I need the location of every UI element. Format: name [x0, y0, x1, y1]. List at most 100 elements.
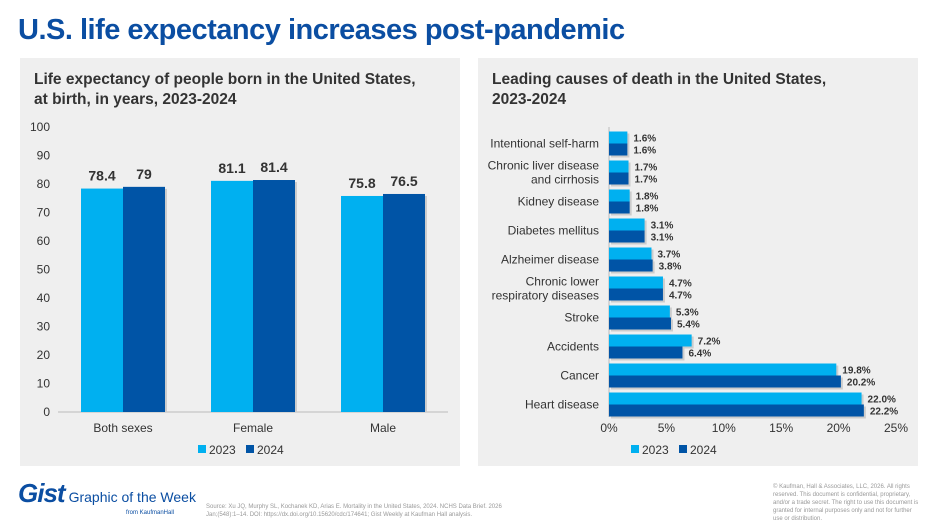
category-label: Alzheimer disease — [501, 253, 599, 267]
bar-2024 — [609, 259, 653, 272]
category-label: Diabetes mellitus — [508, 224, 599, 238]
data-label: 3.1% — [651, 233, 674, 244]
data-label: 7.2% — [698, 337, 721, 348]
chart-title: Leading causes of death in the United St… — [492, 71, 827, 108]
category-label: respiratory diseases — [492, 289, 599, 303]
bar-2024 — [609, 317, 671, 330]
copyright-note: © Kaufman, Hall & Associates, LLC, 2026.… — [773, 484, 919, 522]
x-tick-label: 10% — [712, 421, 736, 435]
data-label: 1.6% — [633, 134, 656, 145]
x-tick-label: 25% — [884, 421, 908, 435]
data-label: 76.5 — [390, 173, 417, 189]
y-tick-label: 70 — [37, 206, 51, 220]
data-label: 1.8% — [636, 192, 659, 203]
category-label: Kidney disease — [518, 195, 600, 209]
data-label: 81.4 — [260, 159, 287, 175]
y-tick-label: 40 — [37, 291, 51, 305]
bar-2023 — [609, 276, 663, 289]
legend-swatch — [679, 445, 687, 453]
data-label: 5.4% — [677, 320, 700, 331]
bar-2024 — [609, 172, 629, 185]
data-label: 22.0% — [868, 395, 896, 406]
bar-2024 — [609, 375, 841, 388]
y-tick-label: 30 — [37, 320, 51, 334]
category-label: Stroke — [564, 311, 599, 325]
legend-swatch — [198, 445, 206, 453]
data-label: 1.7% — [635, 175, 658, 186]
category-label: Heart disease — [525, 398, 599, 412]
bar-2023 — [609, 160, 629, 173]
bar-2023 — [609, 189, 630, 202]
bar-2023 — [609, 334, 692, 347]
bar-2023 — [609, 218, 645, 231]
category-label: Chronic liver disease — [488, 159, 600, 173]
bar-2024 — [609, 143, 628, 156]
legend-swatch — [631, 445, 639, 453]
bar-2024 — [609, 201, 630, 214]
bar-2023 — [609, 131, 628, 144]
y-tick-label: 80 — [37, 177, 51, 191]
legend-label: 2024 — [690, 443, 717, 457]
category-label: Accidents — [547, 340, 599, 354]
data-label: 1.7% — [635, 163, 658, 174]
x-tick-label: 5% — [658, 421, 676, 435]
x-tick-label: 20% — [827, 421, 851, 435]
y-tick-label: 50 — [37, 263, 51, 277]
gist-logo: Gist Graphic of the Week from KaufmanHall — [18, 478, 196, 516]
data-label: 78.4 — [88, 168, 115, 184]
data-label: 22.2% — [870, 407, 898, 418]
category-label: Intentional self-harm — [490, 137, 599, 151]
bar-2024 — [609, 230, 645, 243]
data-label: 75.8 — [348, 175, 375, 191]
bar-2023 — [81, 188, 123, 412]
data-label: 3.1% — [651, 221, 674, 232]
bar-2024 — [383, 193, 425, 412]
bar-2024 — [609, 404, 864, 417]
data-label: 19.8% — [842, 366, 870, 377]
causes-of-death-panel: Leading causes of death in the United St… — [478, 58, 918, 466]
bar-2024 — [609, 346, 683, 359]
data-label: 79 — [136, 166, 152, 182]
life-expectancy-panel: Life expectancy of people born in the Un… — [20, 58, 460, 466]
x-tick-label: Both sexes — [93, 421, 152, 435]
data-label: 81.1 — [218, 160, 245, 176]
bar-2023 — [609, 363, 837, 376]
data-label: 1.8% — [636, 204, 659, 215]
y-tick-label: 100 — [30, 120, 50, 134]
legend-label: 2023 — [209, 443, 236, 457]
page-title: U.S. life expectancy increases post-pand… — [18, 14, 625, 46]
y-tick-label: 10 — [37, 377, 51, 391]
x-tick-label: Female — [233, 421, 273, 435]
data-label: 5.3% — [676, 308, 699, 319]
bar-2023 — [609, 305, 670, 318]
bar-2023 — [609, 247, 652, 260]
category-label: Cancer — [560, 369, 599, 383]
data-label: 4.7% — [669, 279, 692, 290]
category-label: Chronic lower — [526, 275, 599, 289]
data-label: 4.7% — [669, 291, 692, 302]
legend-swatch — [246, 445, 254, 453]
x-tick-label: 15% — [769, 421, 793, 435]
bar-2024 — [609, 288, 663, 301]
bar-2023 — [609, 392, 862, 405]
bar-2024 — [123, 186, 165, 412]
bar-2023 — [341, 195, 383, 412]
y-tick-label: 90 — [37, 149, 51, 163]
y-tick-label: 60 — [37, 234, 51, 248]
data-label: 6.4% — [688, 349, 711, 360]
legend-label: 2024 — [257, 443, 284, 457]
bar-2023 — [211, 180, 253, 412]
y-tick-label: 20 — [37, 348, 51, 362]
chart-title: Life expectancy of people born in the Un… — [34, 71, 416, 108]
x-tick-label: Male — [370, 421, 396, 435]
life-expectancy-chart: 0 10 20 30 40 50 60 70 80 90 100 78.4 79 Both sexes 81… — [30, 120, 448, 457]
bar-2024 — [253, 180, 295, 412]
causes-of-death-chart: Intentional self-harm 1.6%1.6% Chronic liv… — [488, 127, 908, 457]
data-label: 1.6% — [633, 146, 656, 157]
data-label: 3.7% — [657, 250, 680, 261]
source-note: Source: Xu JQ, Murphy SL, Kochanek KD, A… — [206, 504, 502, 518]
x-tick-label: 0% — [600, 421, 618, 435]
data-label: 3.8% — [659, 262, 682, 273]
legend-label: 2023 — [642, 443, 669, 457]
data-label: 20.2% — [847, 378, 875, 389]
